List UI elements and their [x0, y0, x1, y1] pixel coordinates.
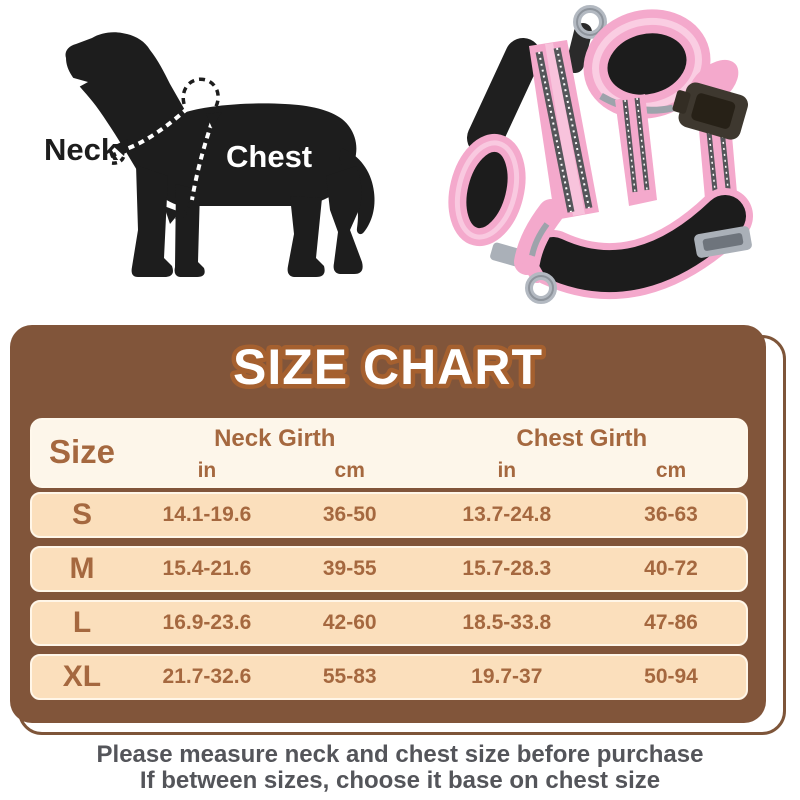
chest-arrow-top-icon — [206, 112, 222, 128]
footnote-line-2: If between sizes, choose it base on ches… — [139, 767, 661, 794]
neck-cm-value: 39-55 — [322, 557, 377, 580]
column-header-neck-cm: cm — [334, 459, 365, 482]
neck-in-value: 21.7-32.6 — [162, 665, 252, 688]
girth-strap-inner — [615, 94, 657, 206]
back-handle — [583, 9, 711, 119]
size-value: L — [72, 606, 92, 639]
neck-cm-value: 42-60 — [322, 611, 377, 634]
bottom-d-ring-icon — [525, 272, 557, 304]
chest-cm-value: 50-94 — [644, 665, 698, 688]
buckle-icon — [672, 82, 749, 140]
chest-in-value: 18.5-33.8 — [462, 611, 552, 634]
chest-measure-line — [175, 121, 214, 222]
chest-cm-value: 36-63 — [644, 503, 698, 526]
top-d-ring-icon — [573, 5, 607, 39]
size-value: XL — [62, 660, 102, 693]
column-header-neck-girth: Neck Girth — [214, 425, 336, 452]
neck-in-value: 15.4-21.6 — [162, 557, 252, 580]
chest-in-value: 15.7-28.3 — [462, 557, 552, 580]
harness-product-image — [448, 5, 753, 304]
chest-in-value: 19.7-37 — [471, 665, 543, 688]
dog-measurement-diagram: Neck Chest — [44, 32, 375, 277]
neck-in-value: 14.1-19.6 — [162, 503, 252, 526]
neck-loop — [448, 133, 526, 247]
size-chart-title: SIZE CHART — [233, 339, 543, 395]
shoulder-pad-strap — [467, 38, 541, 156]
column-header-chest-girth: Chest Girth — [516, 425, 648, 452]
size-chart-title-wrap: SIZE CHART — [229, 337, 547, 399]
table-row-size-s: S 14.1-19.6 36-50 13.7-24.8 36-63 — [30, 492, 748, 538]
table-header-row: Size Neck Girth Chest Girth in cm in cm — [30, 418, 748, 488]
neck-label: Neck — [44, 132, 119, 167]
neck-in-value: 16.9-23.6 — [162, 611, 252, 634]
chest-strap — [529, 40, 599, 220]
chest-arrow-bottom-icon — [164, 206, 180, 224]
size-value: S — [71, 498, 92, 531]
neck-cm-value: 55-83 — [322, 665, 377, 688]
metal-slider-icon — [694, 226, 752, 258]
leash-strap — [566, 23, 592, 73]
footnote-line-1: Please measure neck and chest size befor… — [96, 741, 704, 768]
column-header-chest-in: in — [497, 459, 517, 482]
dog-mouth-notch — [63, 75, 88, 93]
chest-label: Chest — [226, 139, 312, 174]
chest-cm-value: 40-72 — [644, 557, 698, 580]
column-header-size: Size — [48, 433, 115, 470]
chest-in-value: 13.7-24.8 — [462, 503, 552, 526]
neck-cm-value: 36-50 — [322, 503, 377, 526]
chest-cm-value: 47-86 — [644, 611, 698, 634]
table-row-size-m: M 15.4-21.6 39-55 15.7-28.3 40-72 — [30, 546, 748, 592]
neck-pointer-arrow-icon — [111, 139, 128, 165]
column-header-neck-in: in — [197, 459, 217, 482]
footnote: Please measure neck and chest size befor… — [0, 742, 800, 794]
table-row-size-xl: XL 21.7-32.6 55-83 19.7-37 50-94 — [30, 654, 748, 700]
table-row-size-l: L 16.9-23.6 42-60 18.5-33.8 47-86 — [30, 600, 748, 646]
size-value: M — [69, 552, 95, 585]
column-header-chest-cm: cm — [655, 459, 687, 482]
